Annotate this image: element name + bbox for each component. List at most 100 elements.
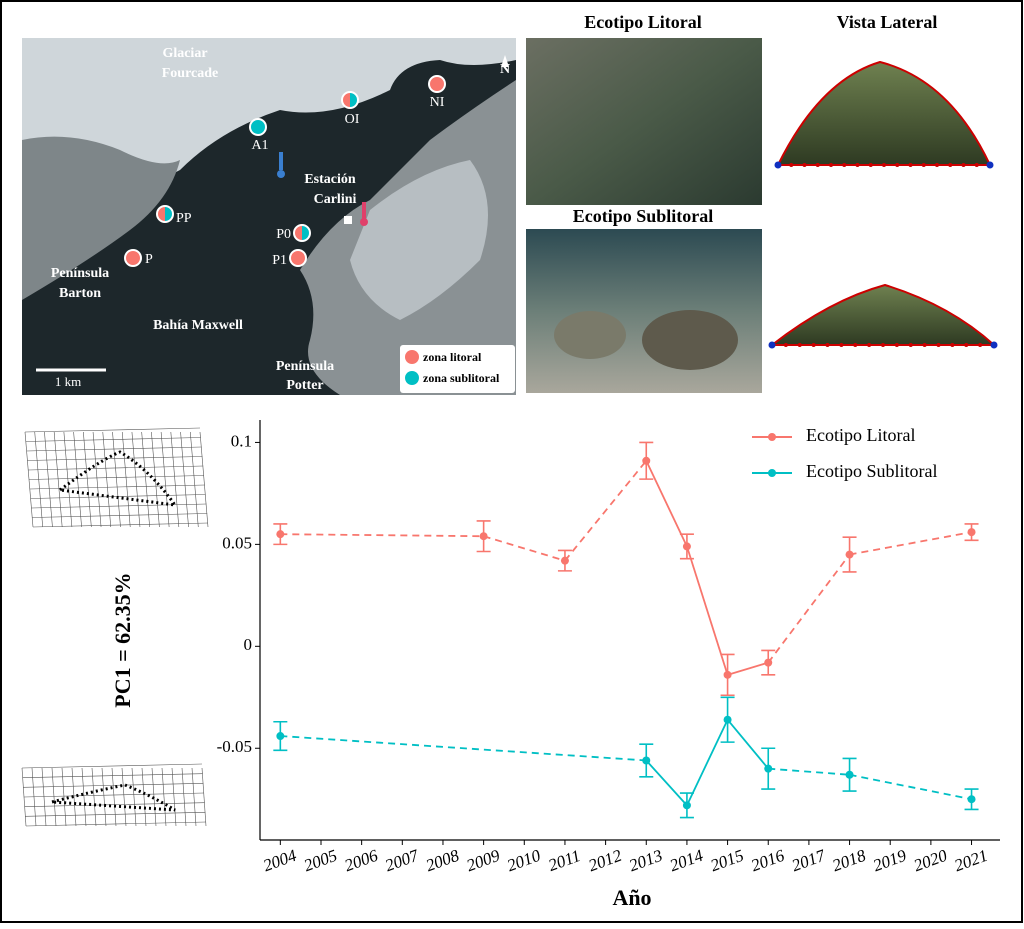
- landmark: [868, 163, 873, 167]
- landmark: [964, 343, 969, 347]
- panel-title: Ecotipo Litoral: [584, 12, 702, 32]
- grid-line-deco: [25, 437, 201, 442]
- legend-swatch: [405, 350, 419, 364]
- grid-line-deco: [160, 431, 170, 528]
- line-segment: [564, 460, 647, 562]
- landmark: [829, 163, 833, 167]
- grid-line-deco: [141, 767, 147, 827]
- site-label: A1: [251, 138, 268, 153]
- landmark: [894, 343, 899, 347]
- grid-line-deco: [25, 812, 206, 817]
- x-tick-label: 2015: [708, 846, 746, 875]
- landmark: [881, 343, 885, 347]
- grid-line-deco: [22, 773, 203, 778]
- site-marker: [289, 249, 307, 267]
- landmark: [842, 163, 847, 167]
- grid-line-deco: [170, 431, 180, 528]
- data-point: [764, 658, 773, 667]
- y-tick-label: 0.05: [222, 533, 252, 552]
- x-tick-label: 2021: [952, 846, 990, 875]
- grid-line-deco: [91, 767, 97, 827]
- landmark: [789, 163, 794, 167]
- site-marker-ring: [293, 224, 311, 242]
- landmark: [921, 163, 926, 167]
- grid-line-deco: [63, 431, 73, 528]
- line-segment: [727, 661, 769, 676]
- landmark: [922, 343, 927, 347]
- map: [22, 38, 516, 395]
- photo-sublitoral: [526, 229, 762, 393]
- x-tick-label: 2008: [423, 846, 462, 876]
- y-tick-label: -0.05: [217, 737, 252, 756]
- grid-line-deco: [131, 431, 141, 528]
- landmark: [811, 343, 816, 347]
- grid-line-deco: [121, 767, 127, 827]
- grid-line-deco: [189, 431, 199, 528]
- data-point: [764, 764, 773, 773]
- x-tick-label: 2005: [301, 846, 339, 875]
- line-segment: [767, 554, 851, 664]
- site-label: PP: [176, 211, 192, 226]
- grid-line-deco: [53, 431, 63, 528]
- limpet: [554, 311, 626, 359]
- data-point: [967, 795, 976, 804]
- map-label: N: [500, 62, 510, 77]
- landmark-outline: [59, 450, 179, 507]
- grid-line-deco: [21, 763, 203, 769]
- landmark: [935, 163, 939, 167]
- x-tick-label: 2018: [830, 846, 869, 876]
- data-point: [276, 530, 285, 539]
- line-segment: [280, 735, 647, 762]
- site-label: OI: [345, 112, 360, 127]
- grid-line-deco: [61, 767, 67, 827]
- grid-line-deco: [28, 465, 204, 471]
- data-point: [642, 756, 651, 765]
- grid-line-deco: [25, 821, 207, 827]
- map-label: Península: [51, 266, 109, 281]
- line-segment: [645, 460, 688, 547]
- x-tick-label: 2020: [911, 846, 950, 876]
- legend-label: zona litoral: [423, 350, 482, 364]
- grid-line-deco: [31, 503, 207, 509]
- site-label: NI: [430, 95, 445, 110]
- landmark: [936, 343, 941, 347]
- legend-label: Ecotipo Sublitoral: [806, 461, 937, 481]
- grid-line-deco: [181, 767, 187, 827]
- map-label: Bahía Maxwell: [153, 318, 243, 333]
- landmark: [855, 163, 860, 167]
- landmark: [908, 343, 913, 347]
- map-label: 1 km: [55, 374, 81, 389]
- panel-title: Vista Lateral: [837, 12, 938, 32]
- x-axis-title: Año: [612, 885, 651, 910]
- grid-line-deco: [71, 767, 77, 827]
- landmark: [825, 343, 830, 347]
- grid-line-deco: [41, 767, 47, 827]
- line-segment: [645, 759, 688, 806]
- grid-line-deco: [26, 446, 202, 452]
- x-tick-label: 2010: [505, 846, 544, 876]
- panel-title: Ecotipo Sublitoral: [573, 206, 714, 226]
- grid-line-deco: [83, 431, 92, 528]
- y-tick-label: 0.1: [231, 431, 252, 450]
- grid-line-deco: [111, 767, 117, 827]
- site-marker: [124, 249, 142, 267]
- deformation-grids: [21, 427, 209, 827]
- x-tick-label: 2004: [261, 846, 300, 876]
- x-tick-label: 2017: [789, 845, 829, 875]
- legend-point: [768, 433, 776, 441]
- x-tick-label: 2006: [342, 846, 381, 876]
- line-segment: [849, 531, 972, 556]
- landmark: [908, 163, 913, 167]
- landmark: [895, 163, 900, 167]
- site-marker: [428, 75, 446, 93]
- legend-swatch: [405, 371, 419, 385]
- landmark-end: [990, 341, 998, 349]
- grid-line-deco: [73, 431, 82, 528]
- data-point: [967, 528, 976, 537]
- map-label: Fourcade: [162, 66, 219, 81]
- grid-line-deco: [161, 767, 167, 827]
- grid-line-deco: [51, 767, 57, 827]
